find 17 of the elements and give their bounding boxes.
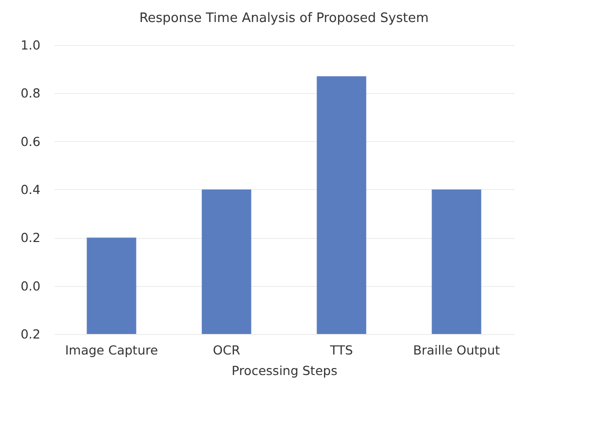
y-tick-label: 0.2 (20, 326, 40, 342)
bar (86, 238, 136, 334)
chart-title: Response Time Analysis of Proposed System (139, 11, 429, 26)
y-tick-label: 0.0 (20, 278, 41, 294)
y-tick-label: 0.2 (20, 230, 40, 246)
y-tick-label: 0.4 (20, 182, 41, 197)
x-tick-label: TTS (329, 342, 354, 358)
y-tick-label: 0.8 (20, 86, 41, 101)
y-tick-label: 0.6 (20, 134, 41, 149)
x-tick-label: Image Capture (65, 342, 158, 358)
bar (202, 190, 252, 334)
y-tick-label: 1.0 (20, 38, 41, 52)
x-tick-label: Braille Output (413, 342, 500, 358)
bar (316, 76, 366, 334)
bar (432, 190, 482, 334)
x-tick-label: OCR (212, 342, 240, 358)
x-axis-title: Processing Steps (232, 363, 338, 378)
